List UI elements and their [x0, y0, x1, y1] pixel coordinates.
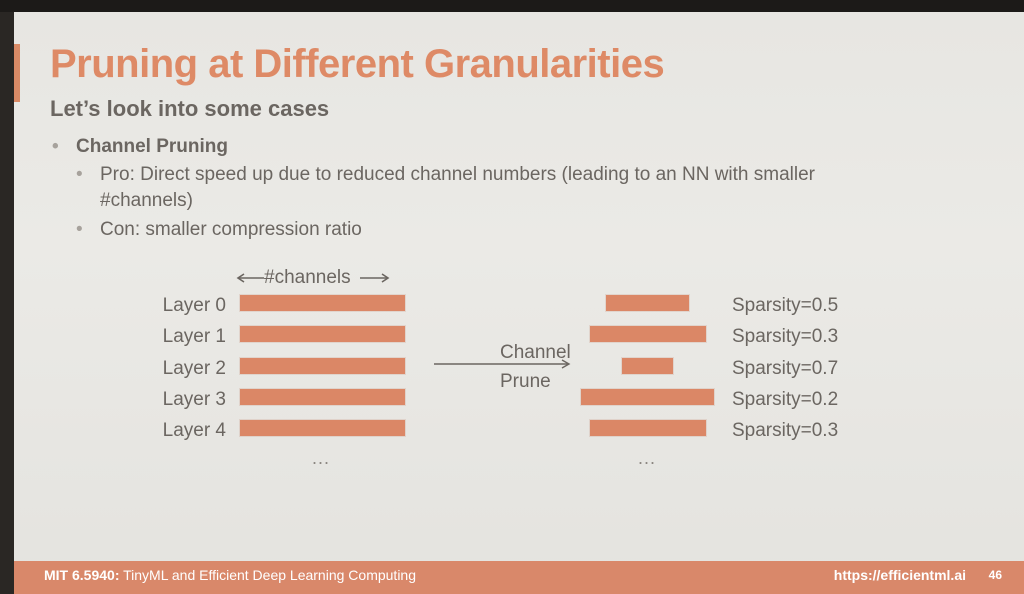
page-number: 46	[988, 568, 1002, 582]
pruned-bar-layer-1	[590, 326, 706, 342]
original-bar-layer-0	[240, 295, 405, 311]
pruned-bar-layer-2	[622, 358, 673, 374]
top-letterbox	[0, 0, 1024, 12]
title-accent-bar	[14, 44, 20, 102]
sparsity-label-4: Sparsity=0.3	[732, 420, 839, 441]
pro-text-line1: Pro: Direct speed up due to reduced chan…	[100, 164, 815, 185]
channel-pruning-diagram: #channels Layer 0 Layer 1 Layer 2 Layer …	[14, 12, 1024, 594]
pruned-bar-layer-0	[606, 295, 689, 311]
bullet-channel-pruning: • Channel Pruning	[52, 136, 228, 158]
ellipsis-right: ...	[638, 448, 657, 468]
bullet-dot-icon: •	[76, 164, 83, 185]
original-bar-layer-1	[240, 326, 405, 342]
slide-subtitle: Let’s look into some cases	[50, 96, 330, 121]
footer-course: MIT 6.5940: TinyML and Efficient Deep Le…	[44, 567, 416, 583]
layer-label-1: Layer 1	[162, 326, 226, 347]
channels-label-text: #channels	[264, 267, 351, 288]
bullet-dot-icon: •	[52, 136, 59, 157]
footer-course-code: MIT 6.5940:	[44, 567, 120, 583]
bullet-text: Channel Pruning	[76, 136, 228, 157]
sub-bullet-con: • Con: smaller compression ratio	[76, 217, 362, 243]
original-bar-layer-4	[240, 420, 405, 436]
slide: Pruning at Different Granularities Let’s…	[14, 12, 1024, 594]
arrow-label-top: Channel	[500, 342, 571, 363]
sparsity-label-3: Sparsity=0.2	[732, 389, 839, 410]
arrow-left-icon	[236, 273, 264, 283]
original-bar-layer-3	[240, 389, 405, 405]
sparsity-label-0: Sparsity=0.5	[732, 295, 839, 316]
layer-label-0: Layer 0	[162, 295, 226, 316]
ellipsis-left: ...	[312, 448, 331, 468]
pruned-bar-layer-4	[590, 420, 706, 436]
footer-url[interactable]: https://efficientml.ai	[833, 567, 966, 583]
channels-label: #channels	[236, 267, 392, 289]
layer-label-3: Layer 3	[162, 389, 226, 410]
pro-text-line2: #channels)	[100, 190, 193, 211]
layer-label-4: Layer 4	[162, 420, 226, 441]
original-bar-layer-2	[240, 358, 405, 374]
con-text: Con: smaller compression ratio	[100, 219, 362, 240]
slide-footer: MIT 6.5940: TinyML and Efficient Deep Le…	[14, 561, 1024, 594]
pruned-bar-layer-3	[581, 389, 714, 405]
prune-arrow-icon	[434, 359, 571, 369]
footer-course-name: TinyML and Efficient Deep Learning Compu…	[123, 567, 416, 583]
bullet-dot-icon: •	[76, 219, 83, 240]
slide-title: Pruning at Different Granularities	[50, 42, 665, 86]
layer-label-2: Layer 2	[162, 358, 226, 379]
arrow-label-bottom: Prune	[500, 371, 551, 392]
sub-bullet-pro: • Pro: Direct speed up due to reduced cha…	[76, 162, 916, 214]
sparsity-label-1: Sparsity=0.3	[732, 326, 839, 347]
sparsity-label-2: Sparsity=0.7	[732, 358, 839, 379]
arrow-right-icon	[359, 273, 390, 283]
